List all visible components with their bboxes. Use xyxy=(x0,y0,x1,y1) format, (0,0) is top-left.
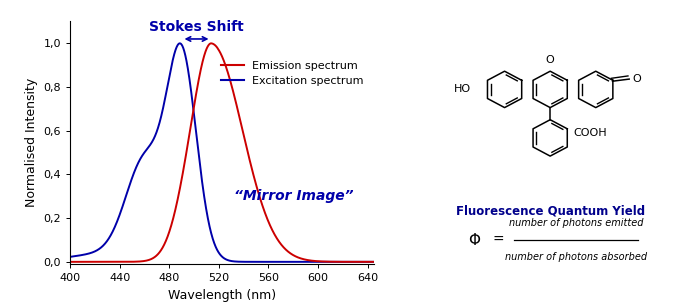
Text: number of photons emitted: number of photons emitted xyxy=(509,218,643,228)
Text: O: O xyxy=(632,74,641,84)
Text: $\Phi$: $\Phi$ xyxy=(468,232,481,248)
Text: =: = xyxy=(493,233,504,247)
Text: Stokes Shift: Stokes Shift xyxy=(149,20,244,33)
Text: COOH: COOH xyxy=(573,128,607,138)
Text: HO: HO xyxy=(454,84,471,94)
Y-axis label: Normalised Intensity: Normalised Intensity xyxy=(25,78,38,208)
Text: O: O xyxy=(546,55,554,65)
X-axis label: Wavelength (nm): Wavelength (nm) xyxy=(168,289,276,301)
Text: number of photons absorbed: number of photons absorbed xyxy=(505,252,647,262)
Legend: Emission spectrum, Excitation spectrum: Emission spectrum, Excitation spectrum xyxy=(217,56,368,91)
Text: Fluorescence Quantum Yield: Fluorescence Quantum Yield xyxy=(456,204,645,217)
Text: “Mirror Image”: “Mirror Image” xyxy=(234,189,353,203)
